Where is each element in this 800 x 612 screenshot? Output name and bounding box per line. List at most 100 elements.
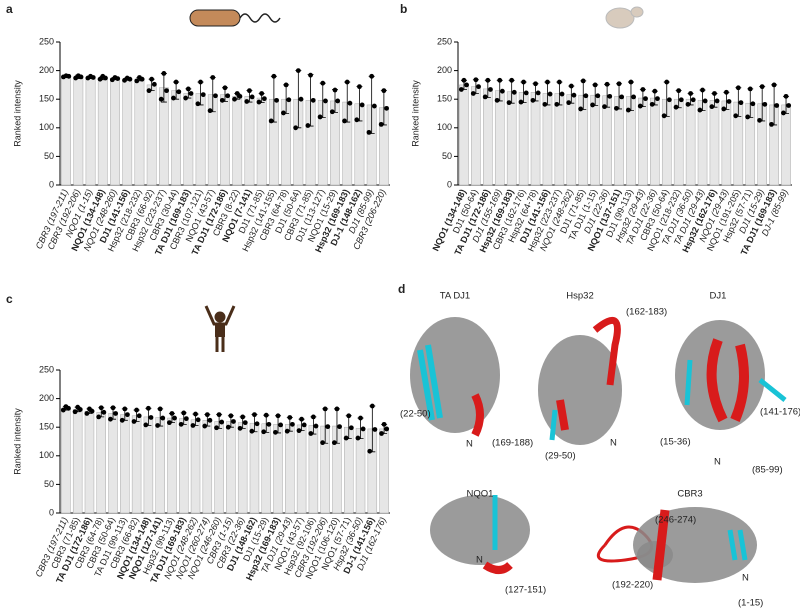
- data-point: [273, 429, 278, 435]
- data-point: [378, 121, 384, 127]
- data-point: [470, 91, 476, 96]
- bar: [506, 91, 517, 186]
- y-tick-label: 200: [39, 65, 54, 75]
- terminus-label: N: [466, 439, 473, 450]
- region-label: (162-183): [626, 307, 667, 318]
- data-point: [747, 86, 753, 92]
- bar: [143, 416, 154, 514]
- region-label: (15-36): [660, 437, 691, 448]
- data-point: [690, 97, 696, 103]
- y-tick-label: 50: [44, 479, 54, 489]
- data-point: [781, 110, 786, 116]
- data-point: [714, 98, 720, 104]
- bar: [183, 93, 194, 186]
- region-label: (246-274): [655, 515, 696, 526]
- data-point: [346, 413, 352, 419]
- data-point: [228, 413, 234, 419]
- data-point: [329, 109, 335, 115]
- dj1-structure: [675, 320, 787, 430]
- bar: [494, 90, 505, 186]
- structure-name: DJ1: [710, 291, 727, 302]
- data-point: [530, 97, 536, 103]
- data-point: [188, 91, 194, 96]
- data-point: [712, 91, 717, 96]
- data-point: [786, 103, 792, 108]
- data-point: [195, 417, 201, 423]
- data-point: [542, 101, 548, 107]
- data-point: [566, 100, 572, 106]
- data-point: [225, 93, 231, 99]
- y-axis-label: Ranked intensity: [12, 408, 22, 475]
- bar: [483, 88, 493, 186]
- bar: [602, 95, 612, 186]
- data-point: [320, 440, 325, 446]
- bar: [226, 421, 236, 514]
- data-point: [90, 75, 96, 80]
- data-point: [77, 407, 83, 412]
- data-point: [661, 113, 667, 119]
- data-point: [178, 421, 184, 427]
- data-point: [202, 423, 208, 429]
- data-point: [266, 421, 272, 427]
- data-point: [127, 76, 133, 82]
- data-point: [284, 428, 290, 434]
- data-point: [240, 414, 246, 420]
- data-point: [222, 85, 228, 91]
- data-point: [310, 97, 316, 103]
- data-point: [458, 87, 464, 92]
- bar: [554, 93, 565, 186]
- data-point: [166, 420, 172, 426]
- data-point: [313, 423, 319, 429]
- data-point: [545, 79, 550, 85]
- data-point: [161, 71, 167, 76]
- y-axis-label: Ranked intensity: [410, 80, 420, 147]
- data-point: [655, 96, 660, 102]
- bar: [542, 93, 553, 186]
- data-point: [733, 113, 739, 119]
- data-point: [172, 415, 177, 421]
- data-point: [757, 117, 762, 123]
- data-point: [323, 98, 328, 104]
- data-point: [685, 101, 691, 107]
- data-point: [134, 407, 140, 413]
- data-point: [559, 91, 565, 97]
- data-point: [232, 96, 237, 102]
- region-label: (169-188): [492, 438, 533, 449]
- data-point: [219, 97, 225, 103]
- data-point: [580, 78, 586, 84]
- data-point: [295, 68, 301, 73]
- y-tick-label: 100: [39, 450, 54, 460]
- data-point: [482, 94, 488, 100]
- bar: [179, 418, 189, 514]
- data-point: [343, 435, 349, 441]
- data-point: [183, 416, 189, 422]
- data-point: [554, 101, 560, 107]
- y-tick-label: 150: [39, 422, 54, 432]
- data-point: [242, 420, 248, 426]
- data-point: [745, 114, 751, 120]
- data-point: [101, 409, 107, 415]
- data-point: [244, 99, 250, 104]
- data-point: [631, 94, 636, 100]
- bar: [97, 77, 108, 186]
- data-point: [709, 104, 715, 110]
- bar: [214, 421, 224, 514]
- data-point: [185, 86, 191, 92]
- bar: [530, 92, 541, 186]
- data-point: [249, 94, 255, 100]
- data-point: [723, 89, 729, 95]
- data-point: [354, 117, 360, 123]
- data-point: [649, 101, 655, 107]
- data-point: [268, 118, 274, 124]
- data-point: [134, 78, 140, 84]
- data-point: [261, 429, 267, 435]
- data-point: [494, 97, 500, 103]
- data-point: [286, 97, 292, 103]
- data-point: [171, 95, 176, 101]
- data-point: [499, 88, 505, 94]
- y-tick-label: 150: [39, 94, 54, 104]
- data-point: [337, 424, 342, 430]
- region-label: (127-151): [505, 585, 546, 596]
